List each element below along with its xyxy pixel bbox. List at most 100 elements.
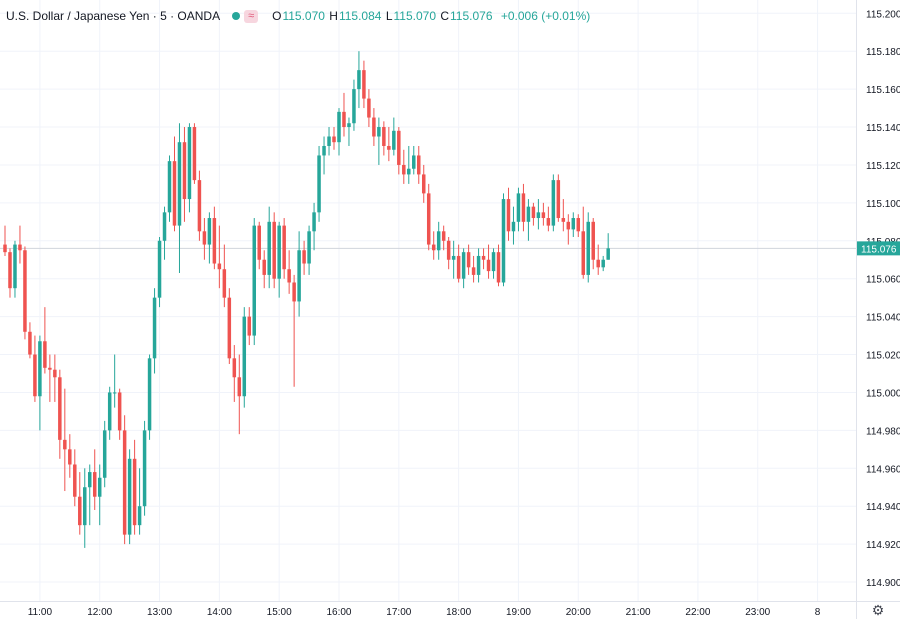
candle-body [397, 130, 401, 165]
x-tick-label: 21:00 [626, 607, 651, 618]
low-value: 115.070 [393, 9, 437, 23]
low-label: L [385, 9, 393, 23]
candle-body [337, 111, 341, 143]
y-tick-label: 115.200 [866, 9, 900, 20]
candle-body [137, 506, 142, 526]
candle-body [267, 221, 271, 275]
candle-body [466, 252, 471, 268]
candle-body [441, 231, 446, 241]
candle-body [327, 136, 331, 146]
candle-body [476, 255, 481, 275]
candle-body [471, 267, 476, 275]
candle-body [486, 259, 491, 272]
candle-body [402, 164, 406, 175]
candle-body [8, 252, 12, 289]
candle-body [68, 449, 72, 465]
candle-body [317, 155, 321, 213]
candle-body [362, 70, 366, 99]
candle-body [13, 244, 17, 289]
candle-body [147, 358, 152, 431]
compare-icon[interactable]: ≈ [244, 9, 259, 23]
close-label: C [440, 9, 450, 23]
candle-body [377, 127, 381, 137]
x-tick-label: 23:00 [745, 607, 770, 618]
candle-body [461, 252, 466, 279]
candle-body [3, 244, 7, 253]
candle-body [387, 145, 391, 150]
candle-body [247, 316, 252, 336]
candle-body [342, 111, 346, 128]
candle-body [252, 225, 256, 336]
candle-body [262, 259, 266, 275]
candle-body [536, 212, 541, 219]
open-label: O [272, 9, 282, 23]
candle-body [481, 255, 486, 260]
y-tick-label: 115.060 [866, 275, 900, 286]
y-tick-label: 115.020 [866, 351, 900, 362]
gear-icon[interactable]: ⚙ [871, 602, 885, 618]
candle-body [187, 127, 192, 200]
candle-body [541, 212, 546, 219]
candle-body [302, 250, 306, 264]
candle-body [297, 250, 301, 302]
candle-body [282, 225, 286, 270]
candle-body [436, 231, 441, 251]
candle-body [277, 225, 281, 279]
candle-body [207, 218, 212, 245]
candle-body [257, 225, 261, 260]
candle-body [571, 218, 576, 230]
candle-body [531, 206, 536, 219]
candle-body [516, 193, 521, 222]
candle-body [87, 472, 92, 488]
ohlc-values: O115.070 H115.084 L115.070 C115.076 +0.0… [272, 9, 591, 23]
change-value: +0.006 (+0.01%) [500, 9, 591, 23]
candle-body [152, 297, 157, 359]
candle-body [102, 430, 107, 478]
candle-body [372, 117, 376, 137]
candle-body [596, 259, 600, 268]
candle-body [417, 155, 421, 175]
chart-legend: U.S. Dollar / Japanese Yen · 5 · OANDA ≈… [6, 7, 591, 25]
candle-body [382, 127, 386, 146]
candle-body [412, 155, 416, 169]
y-tick-label: 114.900 [866, 578, 900, 589]
candle-body [18, 244, 22, 251]
candle-body [511, 221, 516, 232]
symbol-title[interactable]: U.S. Dollar / Japanese Yen · 5 · OANDA [6, 9, 221, 23]
candle-body [312, 212, 316, 232]
close-value: 115.076 [450, 9, 493, 23]
x-tick-label: 22:00 [685, 607, 710, 618]
candle-body [172, 161, 177, 226]
candle-body [73, 464, 77, 497]
candle-body [526, 206, 531, 222]
candle-body [58, 377, 62, 440]
candle-body [367, 98, 371, 118]
candle-body [92, 472, 97, 497]
candle-body [561, 218, 566, 222]
y-tick-label: 115.040 [866, 313, 900, 324]
candle-body [197, 180, 202, 232]
x-tick-label: 11:00 [28, 607, 53, 618]
candle-body [322, 145, 326, 156]
candle-body [122, 430, 127, 535]
y-tick-label: 115.000 [866, 388, 900, 399]
candle-body [237, 377, 242, 397]
candle-body [217, 263, 222, 270]
candle-body [606, 248, 610, 260]
candle-body [212, 218, 217, 264]
candle-body [456, 255, 461, 279]
y-tick-label: 115.160 [866, 85, 900, 96]
x-tick-label: 17:00 [386, 607, 411, 618]
candle-body [202, 231, 207, 245]
y-tick-label: 114.940 [866, 502, 900, 513]
candle-body [38, 341, 42, 397]
candle-body [192, 127, 197, 181]
candle-body [392, 130, 396, 150]
candle-body [586, 221, 590, 275]
candle-body [43, 341, 47, 368]
candle-body [421, 174, 426, 194]
candle-body [287, 269, 291, 283]
candle-body [426, 193, 431, 245]
candle-body [48, 367, 52, 370]
